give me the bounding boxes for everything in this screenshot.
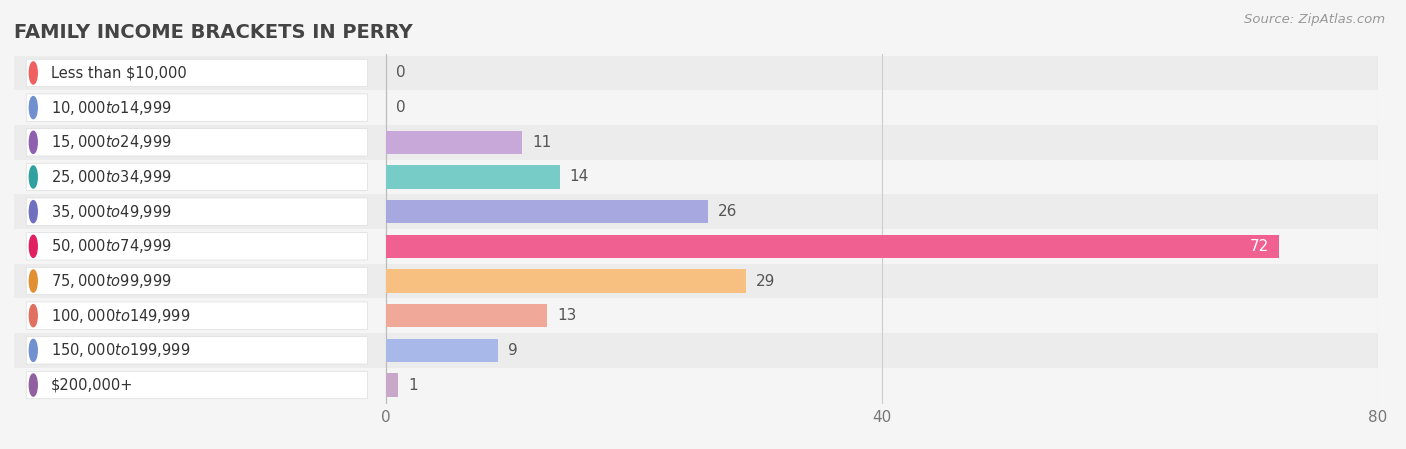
Bar: [14, 368, 1378, 402]
Bar: [14, 229, 1378, 264]
Circle shape: [30, 97, 37, 119]
Text: Less than $10,000: Less than $10,000: [51, 66, 187, 80]
Text: $200,000+: $200,000+: [51, 378, 134, 392]
FancyBboxPatch shape: [27, 337, 367, 364]
Text: 29: 29: [755, 273, 775, 289]
Text: 0: 0: [396, 100, 405, 115]
Bar: [387, 165, 560, 189]
Bar: [387, 131, 523, 154]
Circle shape: [30, 270, 37, 292]
Bar: [14, 333, 1378, 368]
Text: 1: 1: [408, 378, 418, 392]
Text: 11: 11: [533, 135, 551, 150]
Circle shape: [30, 304, 37, 327]
FancyBboxPatch shape: [27, 267, 367, 295]
Text: 0: 0: [396, 66, 405, 80]
Bar: [14, 194, 1378, 229]
FancyBboxPatch shape: [27, 302, 367, 330]
Bar: [387, 339, 498, 362]
Circle shape: [30, 235, 37, 257]
Text: $50,000 to $74,999: $50,000 to $74,999: [51, 238, 172, 255]
Text: $10,000 to $14,999: $10,000 to $14,999: [51, 99, 172, 117]
Text: 9: 9: [508, 343, 517, 358]
FancyBboxPatch shape: [27, 371, 367, 399]
Text: 26: 26: [718, 204, 738, 219]
Text: $35,000 to $49,999: $35,000 to $49,999: [51, 202, 172, 220]
Bar: [387, 234, 1278, 258]
Bar: [387, 269, 745, 293]
Text: $75,000 to $99,999: $75,000 to $99,999: [51, 272, 172, 290]
Bar: [14, 90, 1378, 125]
Circle shape: [30, 166, 37, 188]
FancyBboxPatch shape: [27, 128, 367, 156]
Circle shape: [30, 374, 37, 396]
Bar: [14, 298, 1378, 333]
FancyBboxPatch shape: [27, 94, 367, 121]
Bar: [14, 56, 1378, 90]
Text: FAMILY INCOME BRACKETS IN PERRY: FAMILY INCOME BRACKETS IN PERRY: [14, 23, 413, 42]
Text: $15,000 to $24,999: $15,000 to $24,999: [51, 133, 172, 151]
FancyBboxPatch shape: [27, 198, 367, 225]
Text: $100,000 to $149,999: $100,000 to $149,999: [51, 307, 190, 325]
Text: $150,000 to $199,999: $150,000 to $199,999: [51, 341, 190, 359]
Circle shape: [30, 62, 37, 84]
Bar: [14, 125, 1378, 160]
Bar: [14, 264, 1378, 298]
Text: 14: 14: [569, 169, 589, 185]
FancyBboxPatch shape: [27, 59, 367, 87]
Text: 13: 13: [557, 308, 576, 323]
Text: Source: ZipAtlas.com: Source: ZipAtlas.com: [1244, 13, 1385, 26]
Bar: [387, 373, 398, 397]
Bar: [14, 160, 1378, 194]
FancyBboxPatch shape: [27, 163, 367, 191]
Circle shape: [30, 131, 37, 154]
Text: $25,000 to $34,999: $25,000 to $34,999: [51, 168, 172, 186]
Circle shape: [30, 201, 37, 223]
FancyBboxPatch shape: [27, 233, 367, 260]
Text: 72: 72: [1250, 239, 1268, 254]
Bar: [387, 304, 547, 327]
Circle shape: [30, 339, 37, 361]
Bar: [387, 200, 709, 224]
